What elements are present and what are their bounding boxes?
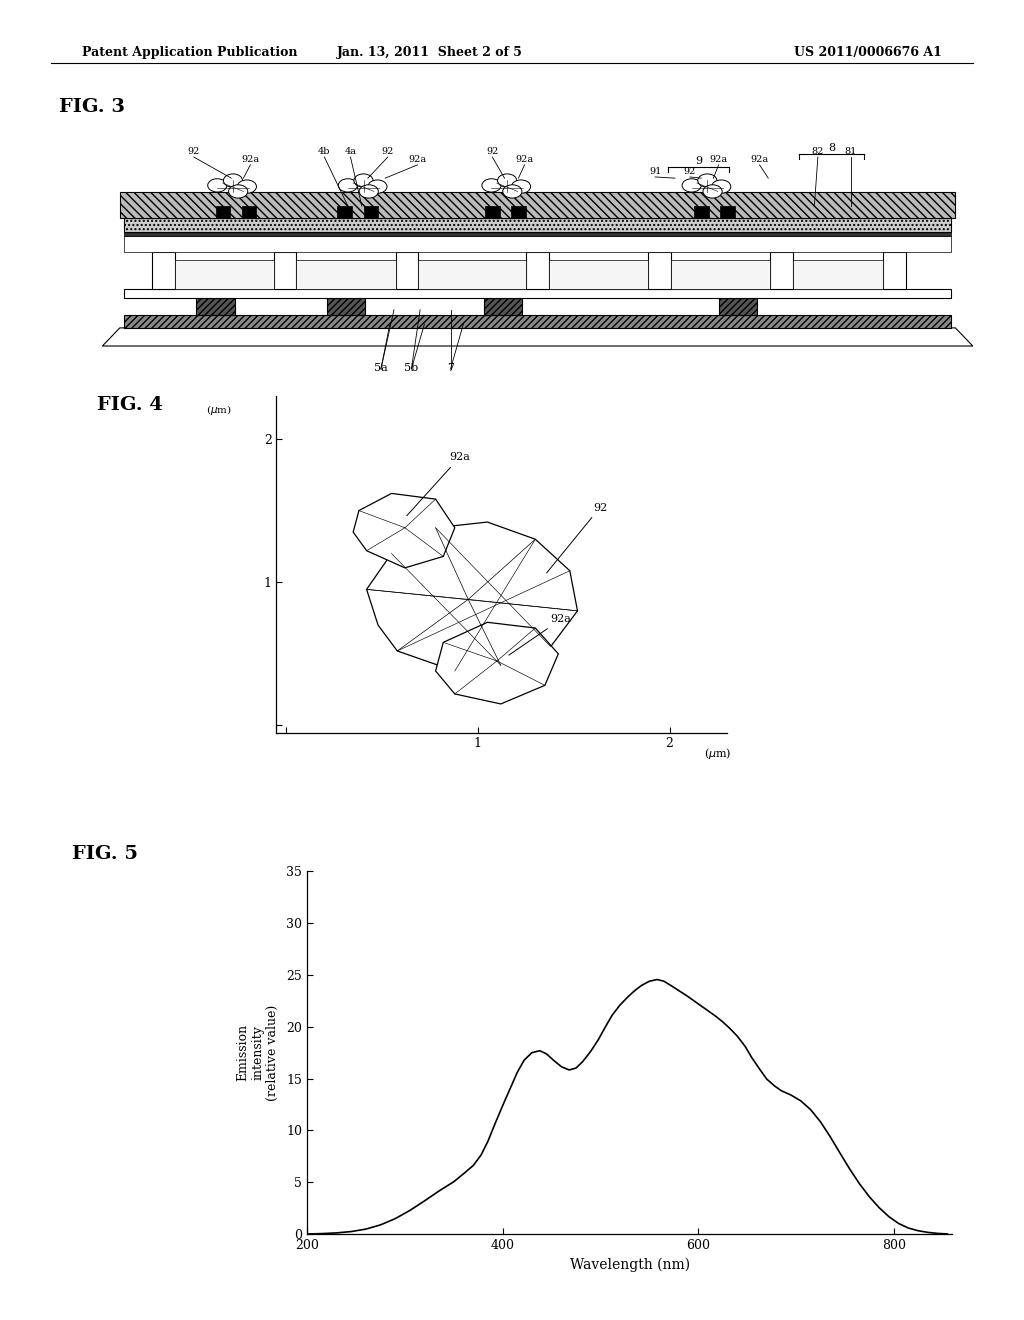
- Text: 92a: 92a: [710, 154, 728, 164]
- Text: 9: 9: [695, 156, 702, 166]
- Bar: [297, 260, 395, 289]
- Circle shape: [238, 180, 256, 193]
- Bar: [216, 206, 230, 218]
- Circle shape: [702, 185, 722, 198]
- Text: 92a: 92a: [407, 453, 470, 516]
- Text: 92a: 92a: [242, 154, 259, 164]
- Y-axis label: Emission
intensity
(relative value): Emission intensity (relative value): [237, 1005, 280, 1101]
- Polygon shape: [124, 232, 951, 236]
- Text: 92: 92: [684, 166, 696, 176]
- Circle shape: [223, 174, 243, 187]
- Text: 4a: 4a: [344, 147, 356, 156]
- Bar: [197, 298, 234, 314]
- Circle shape: [354, 174, 373, 187]
- Circle shape: [208, 178, 227, 191]
- Circle shape: [338, 178, 357, 191]
- Polygon shape: [367, 521, 578, 671]
- Bar: [770, 252, 793, 289]
- Circle shape: [482, 178, 501, 191]
- Bar: [549, 260, 648, 289]
- Text: 92: 92: [187, 147, 200, 156]
- Text: 4b: 4b: [318, 147, 331, 156]
- Text: US 2011/0006676 A1: US 2011/0006676 A1: [795, 46, 942, 59]
- Text: FIG. 5: FIG. 5: [72, 845, 137, 863]
- Bar: [242, 206, 256, 218]
- Circle shape: [368, 180, 387, 193]
- Text: 92: 92: [547, 503, 607, 573]
- Circle shape: [498, 174, 517, 187]
- Text: 92a: 92a: [409, 154, 427, 164]
- Bar: [175, 260, 273, 289]
- Bar: [883, 252, 906, 289]
- Circle shape: [697, 174, 717, 187]
- Polygon shape: [120, 191, 955, 218]
- Text: ($\mu$m): ($\mu$m): [703, 746, 731, 760]
- Text: 92: 92: [486, 147, 499, 156]
- Text: 92a: 92a: [515, 154, 534, 164]
- Bar: [338, 206, 352, 218]
- Bar: [327, 298, 366, 314]
- Bar: [694, 206, 709, 218]
- Bar: [419, 260, 526, 289]
- Circle shape: [359, 185, 378, 198]
- Bar: [648, 252, 671, 289]
- X-axis label: Wavelength (nm): Wavelength (nm): [569, 1258, 690, 1272]
- Circle shape: [512, 180, 530, 193]
- Text: Patent Application Publication: Patent Application Publication: [82, 46, 297, 59]
- Text: 92a: 92a: [751, 154, 769, 164]
- Text: FIG. 3: FIG. 3: [59, 99, 125, 116]
- Bar: [719, 298, 757, 314]
- Text: FIG. 4: FIG. 4: [97, 396, 163, 414]
- Bar: [793, 260, 883, 289]
- Polygon shape: [353, 494, 455, 568]
- Polygon shape: [124, 289, 951, 298]
- Bar: [364, 206, 378, 218]
- Circle shape: [682, 178, 701, 191]
- Polygon shape: [124, 314, 951, 327]
- Bar: [526, 252, 549, 289]
- Circle shape: [228, 185, 248, 198]
- Bar: [483, 298, 522, 314]
- Text: 81: 81: [845, 147, 857, 156]
- Bar: [671, 260, 770, 289]
- Polygon shape: [124, 236, 951, 252]
- Text: 92a: 92a: [509, 614, 571, 655]
- Polygon shape: [102, 327, 973, 346]
- Polygon shape: [435, 622, 558, 704]
- Text: 91: 91: [649, 166, 662, 176]
- Text: 8: 8: [827, 143, 835, 153]
- Text: 5a: 5a: [374, 363, 388, 374]
- Circle shape: [712, 180, 731, 193]
- Text: 5b: 5b: [404, 363, 419, 374]
- Bar: [273, 252, 297, 289]
- Text: Jan. 13, 2011  Sheet 2 of 5: Jan. 13, 2011 Sheet 2 of 5: [337, 46, 523, 59]
- Bar: [721, 206, 735, 218]
- Text: 82: 82: [812, 147, 824, 156]
- Bar: [152, 252, 175, 289]
- Bar: [395, 252, 419, 289]
- Bar: [485, 206, 500, 218]
- Polygon shape: [124, 218, 951, 232]
- Bar: [511, 206, 526, 218]
- Circle shape: [503, 185, 522, 198]
- Text: 92: 92: [382, 147, 394, 156]
- Text: ($\mu$m): ($\mu$m): [206, 403, 231, 417]
- Text: 7: 7: [447, 363, 454, 374]
